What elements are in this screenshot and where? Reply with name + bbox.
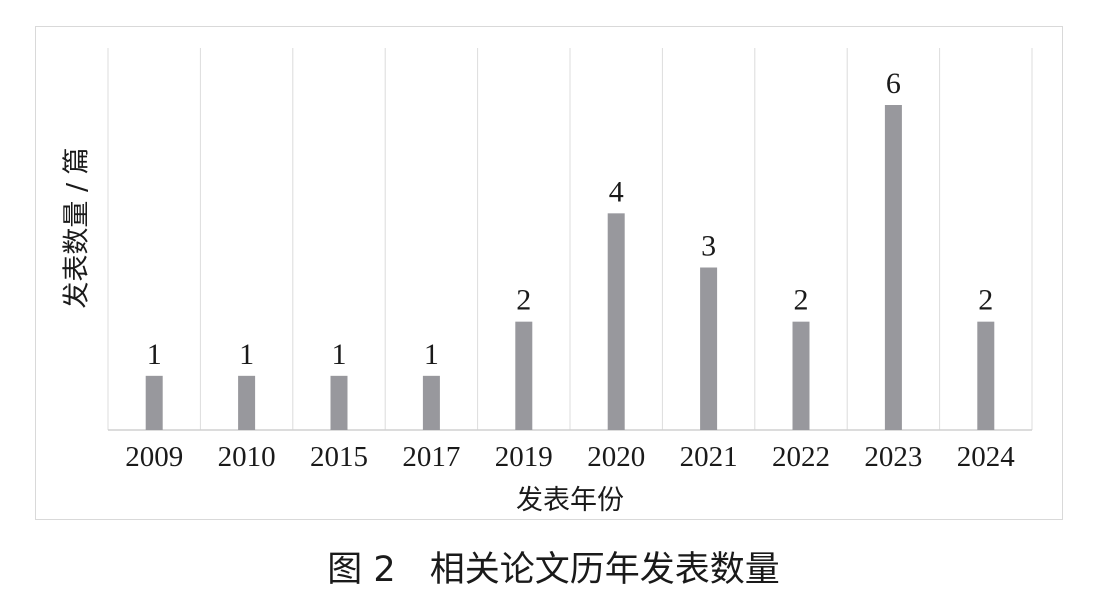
x-axis-label: 发表年份 (516, 485, 624, 516)
bar-2023 (884, 105, 902, 430)
data-label-2019: 2 (516, 284, 531, 317)
data-label-2015: 1 (332, 338, 347, 371)
x-tick-label-2010: 2010 (218, 441, 276, 473)
x-tick-label-2021: 2021 (680, 441, 738, 473)
bars (145, 105, 995, 430)
data-label-2024: 2 (978, 284, 993, 317)
bar-2024 (977, 321, 995, 430)
grid-lines (107, 48, 1033, 430)
bar-2019 (515, 321, 533, 430)
x-tick-label-2020: 2020 (587, 441, 645, 473)
x-tick-labels: 2009 2010 2015 2017 2019 2020 2021 2022 2023 2024 (125, 441, 1015, 473)
bar-2017 (422, 375, 440, 430)
x-tick-label-2022: 2022 (772, 441, 830, 473)
data-labels: 1 1 1 1 2 4 3 2 6 2 (147, 67, 994, 371)
x-tick-label-2017: 2017 (402, 441, 460, 473)
data-label-2021: 3 (701, 230, 716, 263)
caption-text: 相关论文历年发表数量 (429, 550, 780, 590)
figure-caption: 图 2 相关论文历年发表数量 (0, 541, 1107, 592)
data-label-2023: 6 (886, 67, 901, 100)
x-tick-label-2009: 2009 (125, 441, 183, 473)
x-tick-label-2023: 2023 (864, 441, 922, 473)
bar-2009 (145, 375, 163, 430)
bar-2010 (238, 375, 256, 430)
data-label-2022: 2 (794, 284, 809, 317)
bar-2021 (700, 267, 718, 430)
data-label-2020: 4 (609, 175, 624, 208)
data-label-2017: 1 (424, 338, 439, 371)
data-label-2009: 1 (147, 338, 162, 371)
y-axis-label: 发表数量 / 篇 (61, 147, 93, 309)
bar-2020 (607, 213, 625, 430)
bar-2022 (792, 321, 810, 430)
x-tick-label-2024: 2024 (957, 441, 1016, 473)
x-tick-label-2019: 2019 (495, 441, 553, 473)
bar-2015 (330, 375, 348, 430)
x-tick-label-2015: 2015 (310, 441, 368, 473)
data-label-2010: 1 (239, 338, 254, 371)
caption-number: 图 2 (327, 550, 396, 590)
